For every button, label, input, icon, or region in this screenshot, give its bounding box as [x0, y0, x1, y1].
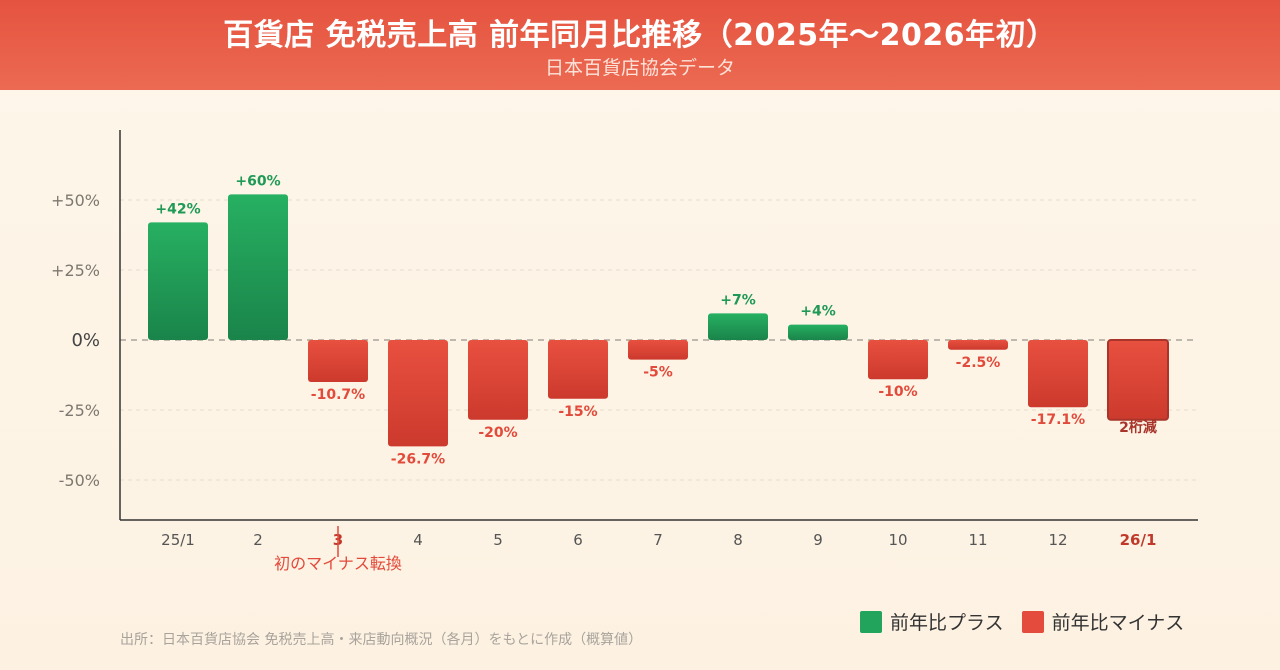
y-tick-label: 0% [71, 330, 100, 351]
bar-positive [708, 313, 768, 340]
x-tick-label: 26/1 [1120, 531, 1157, 549]
legend-label-positive: 前年比プラス [890, 612, 1004, 634]
data-label: +60% [235, 173, 280, 189]
bar-positive [228, 194, 288, 340]
y-tick-label: +50% [51, 191, 100, 210]
x-tick-label: 8 [733, 531, 743, 549]
bar-positive [148, 222, 208, 340]
data-label: +4% [800, 304, 836, 320]
chart-title: 百貨店 免税売上高 前年同月比推移（2025年〜2026年初） [223, 18, 1057, 53]
data-labels: +42% +60% -10.7% -26.7% -20% -15% -5% +7% +4% -10… [155, 173, 1157, 467]
data-label: -17.1% [1031, 412, 1085, 428]
bars [148, 194, 1169, 447]
data-label: +42% [155, 201, 200, 217]
legend-label-negative: 前年比マイナス [1051, 612, 1185, 634]
data-label: -10.7% [311, 387, 365, 403]
header-banner: 百貨店 免税売上高 前年同月比推移（2025年〜2026年初） 日本百貨店協会デ… [0, 0, 1280, 90]
x-tick-label: 10 [888, 531, 907, 549]
x-tick-label: 25/1 [161, 531, 195, 549]
bar-negative [948, 340, 1008, 350]
legend-swatch-negative [1021, 610, 1044, 633]
x-tick-label: 2 [253, 531, 263, 549]
x-tick-label: 9 [813, 531, 823, 549]
legend-item-negative: 前年比マイナス [1021, 608, 1185, 635]
data-label: -10% [878, 384, 917, 400]
legend-item-positive: 前年比プラス [860, 608, 1004, 635]
bar-negative [628, 340, 688, 360]
x-tick-label: 4 [413, 531, 423, 549]
x-tick-label: 11 [968, 531, 987, 549]
x-tick-label: 6 [573, 531, 583, 549]
y-tick-label: -25% [59, 401, 100, 420]
bar-negative [1028, 340, 1088, 408]
data-label: -26.7% [391, 451, 445, 467]
data-label: 2桁減 [1119, 419, 1157, 436]
data-label: -2.5% [956, 355, 1001, 371]
legend-swatch-positive [860, 610, 882, 633]
y-tick-label: -50% [59, 471, 100, 490]
source-note: 出所：日本百貨店協会 免税売上高・来店動向概況（各月）をもとに作成（概算値） [120, 632, 643, 648]
x-tick-label: 7 [653, 531, 663, 549]
y-tick-label: +25% [51, 261, 100, 280]
data-label: -20% [478, 425, 517, 441]
chart-subtitle: 日本百貨店協会データ [544, 57, 735, 79]
bar-positive [788, 324, 848, 340]
bar-negative [1107, 339, 1169, 421]
x-tick-label: 12 [1048, 531, 1067, 549]
data-label: +7% [720, 292, 756, 308]
bar-negative [388, 340, 448, 447]
data-label: -5% [643, 365, 673, 381]
data-label: -15% [558, 404, 597, 420]
axes: +50%+25%0%-25%-50%25/12345678910111226/1… [51, 130, 1198, 573]
annotation-text: 初のマイナス転換 [274, 554, 402, 573]
bar-negative [308, 340, 368, 382]
bar-negative [548, 340, 608, 399]
x-tick-label: 5 [493, 531, 503, 549]
bar-negative [468, 340, 528, 420]
legend: 前年比プラス 前年比マイナス [860, 608, 1202, 635]
bar-negative [868, 340, 928, 380]
